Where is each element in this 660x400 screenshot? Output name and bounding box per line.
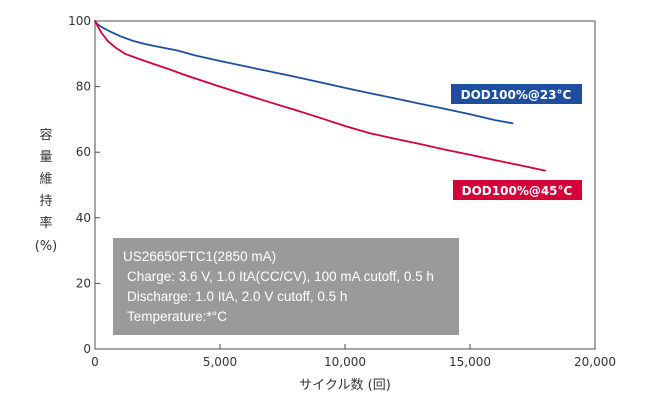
ticks-layer: 0 5,000 10,000 15,000 20,000 0 20 40 60 80 100 bbox=[68, 14, 616, 369]
series-line-23c bbox=[94, 20, 514, 125]
charge-condition-label: Charge: 3.6 V, 1.0 ItA(CC/CV), 100 mA cu… bbox=[127, 269, 434, 284]
y-tick-label: 100 bbox=[68, 14, 91, 28]
discharge-condition-label: Discharge: 1.0 ItA, 2.0 V cutoff, 0.5 h bbox=[127, 289, 348, 304]
y-axis-title-char: 率 bbox=[39, 215, 52, 231]
series-tag-45c-bg bbox=[453, 180, 582, 200]
series-line-45c bbox=[94, 20, 546, 172]
x-tick-label: 10,000 bbox=[324, 355, 366, 369]
y-axis-title-unit: (%) bbox=[35, 239, 58, 254]
y-tick-label: 40 bbox=[76, 211, 91, 225]
y-axis-title-char: 量 bbox=[39, 150, 52, 165]
y-axis-title-char: 持 bbox=[39, 194, 52, 209]
x-tick-label: 15,000 bbox=[449, 355, 491, 369]
y-tick-label: 0 bbox=[83, 342, 91, 356]
series-tag-23c-bg bbox=[451, 84, 582, 104]
y-axis-title-char: 容 bbox=[39, 127, 52, 143]
x-tick-label: 20,000 bbox=[574, 355, 616, 369]
series-tag-45c: DOD100%@45°C bbox=[453, 180, 582, 200]
x-axis-title: サイクル数 (回) bbox=[299, 378, 391, 393]
y-tick-label: 80 bbox=[76, 80, 91, 94]
x-tick-label: 5,000 bbox=[203, 355, 237, 369]
y-axis-title: 容 量 維 持 率 (%) bbox=[35, 127, 58, 254]
y-tick-label: 60 bbox=[76, 145, 91, 159]
series-layer bbox=[94, 20, 546, 172]
cell-model-label: US26650FTC1(2850 mA) bbox=[123, 249, 277, 264]
series-tag-23c-label: DOD100%@23°C bbox=[461, 88, 572, 102]
test-conditions-box: US26650FTC1(2850 mA) Charge: 3.6 V, 1.0 … bbox=[113, 238, 459, 335]
x-tick-label: 0 bbox=[91, 355, 99, 369]
series-tag-45c-label: DOD100%@45°C bbox=[462, 184, 573, 198]
y-tick-label: 20 bbox=[76, 276, 91, 290]
temperature-condition-label: Temperature:*°C bbox=[127, 309, 227, 324]
y-axis-title-char: 維 bbox=[39, 172, 52, 187]
series-tag-23c: DOD100%@23°C bbox=[451, 84, 582, 104]
